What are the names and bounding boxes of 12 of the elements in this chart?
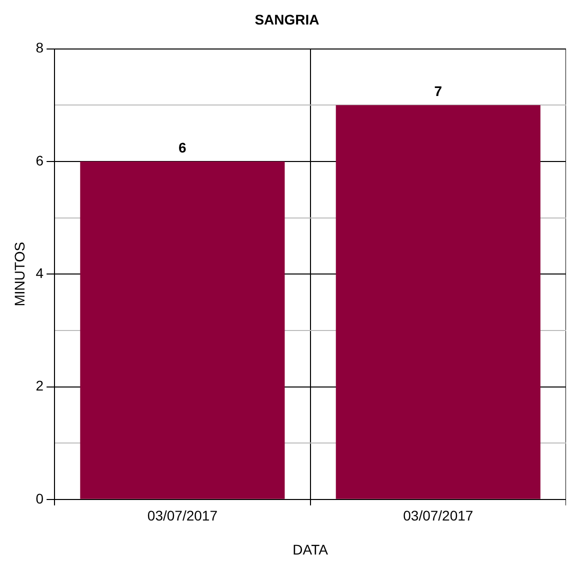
y-axis-title: MINUTOS	[11, 242, 28, 306]
data-label: 6	[178, 139, 187, 156]
y-tick-label: 6	[36, 152, 44, 168]
x-tick-label: 03/07/2017	[147, 508, 218, 524]
data-label: 7	[434, 82, 442, 99]
y-tick-label: 0	[36, 490, 44, 506]
x-tick-label: 03/07/2017	[403, 508, 474, 524]
y-tick-label: 2	[36, 378, 44, 394]
chart-title: SANGRIA	[254, 11, 320, 28]
y-tick-label: 8	[36, 40, 44, 56]
x-axis-title: DATA	[292, 541, 329, 558]
y-tick-label: 4	[36, 264, 44, 281]
